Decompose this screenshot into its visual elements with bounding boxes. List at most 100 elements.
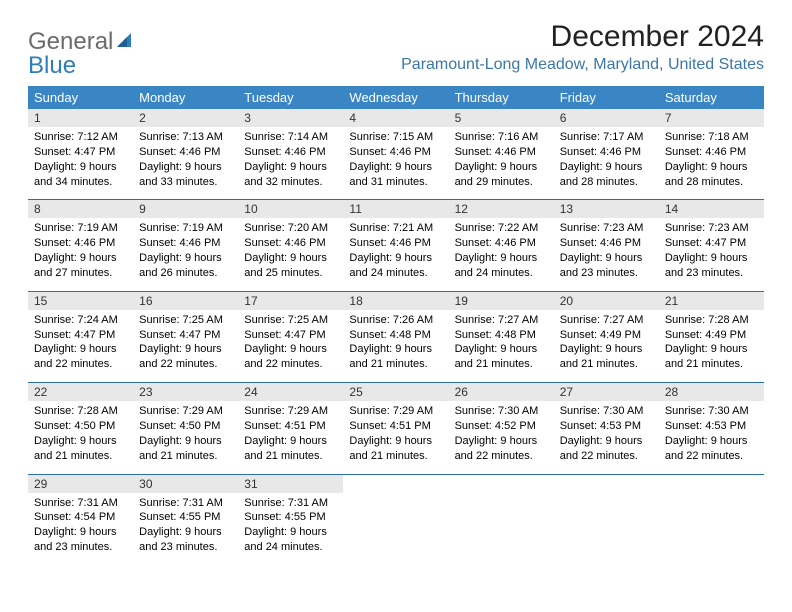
calendar-day-cell: 17Sunrise: 7:25 AMSunset: 4:47 PMDayligh… xyxy=(238,291,343,382)
daylight-text-1: Daylight: 9 hours xyxy=(455,342,548,357)
sunset-text: Sunset: 4:49 PM xyxy=(560,328,653,343)
sunset-text: Sunset: 4:46 PM xyxy=(349,145,442,160)
daylight-text-2: and 22 minutes. xyxy=(34,357,127,372)
day-number: 24 xyxy=(238,383,343,401)
day-detail: Sunrise: 7:21 AMSunset: 4:46 PMDaylight:… xyxy=(343,218,448,290)
calendar-day-cell: 11Sunrise: 7:21 AMSunset: 4:46 PMDayligh… xyxy=(343,200,448,291)
day-number: 15 xyxy=(28,292,133,310)
sunset-text: Sunset: 4:47 PM xyxy=(139,328,232,343)
sunrise-text: Sunrise: 7:19 AM xyxy=(139,221,232,236)
month-title: December 2024 xyxy=(401,20,764,54)
day-number: 11 xyxy=(343,200,448,218)
day-detail: Sunrise: 7:20 AMSunset: 4:46 PMDaylight:… xyxy=(238,218,343,290)
sunset-text: Sunset: 4:46 PM xyxy=(455,145,548,160)
calendar-day-cell: 1Sunrise: 7:12 AMSunset: 4:47 PMDaylight… xyxy=(28,109,133,200)
daylight-text-1: Daylight: 9 hours xyxy=(560,434,653,449)
calendar-day-cell: 18Sunrise: 7:26 AMSunset: 4:48 PMDayligh… xyxy=(343,291,448,382)
sunrise-text: Sunrise: 7:27 AM xyxy=(560,313,653,328)
sunrise-text: Sunrise: 7:21 AM xyxy=(349,221,442,236)
sunset-text: Sunset: 4:53 PM xyxy=(560,419,653,434)
day-detail: Sunrise: 7:28 AMSunset: 4:49 PMDaylight:… xyxy=(659,310,764,382)
day-number: 16 xyxy=(133,292,238,310)
sunrise-text: Sunrise: 7:15 AM xyxy=(349,130,442,145)
sunrise-text: Sunrise: 7:22 AM xyxy=(455,221,548,236)
daylight-text-1: Daylight: 9 hours xyxy=(665,160,758,175)
day-detail: Sunrise: 7:24 AMSunset: 4:47 PMDaylight:… xyxy=(28,310,133,382)
day-number: 23 xyxy=(133,383,238,401)
daylight-text-2: and 24 minutes. xyxy=(455,266,548,281)
sunrise-text: Sunrise: 7:29 AM xyxy=(139,404,232,419)
daylight-text-2: and 24 minutes. xyxy=(349,266,442,281)
day-detail: Sunrise: 7:14 AMSunset: 4:46 PMDaylight:… xyxy=(238,127,343,199)
daylight-text-2: and 23 minutes. xyxy=(139,540,232,555)
calendar-day-cell: 28Sunrise: 7:30 AMSunset: 4:53 PMDayligh… xyxy=(659,383,764,474)
sunset-text: Sunset: 4:46 PM xyxy=(349,236,442,251)
daylight-text-1: Daylight: 9 hours xyxy=(665,342,758,357)
calendar-day-cell: 6Sunrise: 7:17 AMSunset: 4:46 PMDaylight… xyxy=(554,109,659,200)
daylight-text-2: and 21 minutes. xyxy=(349,449,442,464)
daylight-text-2: and 22 minutes. xyxy=(455,449,548,464)
calendar-day-cell: 29Sunrise: 7:31 AMSunset: 4:54 PMDayligh… xyxy=(28,474,133,565)
day-detail: Sunrise: 7:31 AMSunset: 4:55 PMDaylight:… xyxy=(133,493,238,565)
daylight-text-2: and 22 minutes. xyxy=(560,449,653,464)
daylight-text-2: and 28 minutes. xyxy=(560,175,653,190)
calendar-day-cell: 9Sunrise: 7:19 AMSunset: 4:46 PMDaylight… xyxy=(133,200,238,291)
sunrise-text: Sunrise: 7:17 AM xyxy=(560,130,653,145)
day-number: 29 xyxy=(28,475,133,493)
day-detail: Sunrise: 7:13 AMSunset: 4:46 PMDaylight:… xyxy=(133,127,238,199)
calendar-day-cell: 8Sunrise: 7:19 AMSunset: 4:46 PMDaylight… xyxy=(28,200,133,291)
sunset-text: Sunset: 4:48 PM xyxy=(455,328,548,343)
calendar-week-row: 1Sunrise: 7:12 AMSunset: 4:47 PMDaylight… xyxy=(28,109,764,200)
day-detail: Sunrise: 7:29 AMSunset: 4:50 PMDaylight:… xyxy=(133,401,238,473)
sunset-text: Sunset: 4:46 PM xyxy=(244,236,337,251)
weekday-header: Sunday xyxy=(28,86,133,109)
daylight-text-1: Daylight: 9 hours xyxy=(139,434,232,449)
day-detail: Sunrise: 7:22 AMSunset: 4:46 PMDaylight:… xyxy=(449,218,554,290)
daylight-text-1: Daylight: 9 hours xyxy=(244,251,337,266)
daylight-text-1: Daylight: 9 hours xyxy=(349,251,442,266)
calendar-day-cell: 26Sunrise: 7:30 AMSunset: 4:52 PMDayligh… xyxy=(449,383,554,474)
daylight-text-1: Daylight: 9 hours xyxy=(665,434,758,449)
daylight-text-2: and 21 minutes. xyxy=(139,449,232,464)
sunset-text: Sunset: 4:49 PM xyxy=(665,328,758,343)
weekday-header: Friday xyxy=(554,86,659,109)
day-detail: Sunrise: 7:16 AMSunset: 4:46 PMDaylight:… xyxy=(449,127,554,199)
sunrise-text: Sunrise: 7:16 AM xyxy=(455,130,548,145)
daylight-text-1: Daylight: 9 hours xyxy=(34,342,127,357)
daylight-text-2: and 31 minutes. xyxy=(349,175,442,190)
daylight-text-1: Daylight: 9 hours xyxy=(349,434,442,449)
sunset-text: Sunset: 4:51 PM xyxy=(349,419,442,434)
day-number: 21 xyxy=(659,292,764,310)
sunrise-text: Sunrise: 7:18 AM xyxy=(665,130,758,145)
sunrise-text: Sunrise: 7:31 AM xyxy=(244,496,337,511)
daylight-text-2: and 22 minutes. xyxy=(139,357,232,372)
sunrise-text: Sunrise: 7:20 AM xyxy=(244,221,337,236)
day-number: 10 xyxy=(238,200,343,218)
daylight-text-1: Daylight: 9 hours xyxy=(665,251,758,266)
sunrise-text: Sunrise: 7:12 AM xyxy=(34,130,127,145)
calendar-day-cell: 25Sunrise: 7:29 AMSunset: 4:51 PMDayligh… xyxy=(343,383,448,474)
daylight-text-1: Daylight: 9 hours xyxy=(244,160,337,175)
day-number: 25 xyxy=(343,383,448,401)
daylight-text-1: Daylight: 9 hours xyxy=(455,160,548,175)
calendar-day-cell: 14Sunrise: 7:23 AMSunset: 4:47 PMDayligh… xyxy=(659,200,764,291)
day-detail: Sunrise: 7:31 AMSunset: 4:54 PMDaylight:… xyxy=(28,493,133,565)
day-detail: Sunrise: 7:29 AMSunset: 4:51 PMDaylight:… xyxy=(238,401,343,473)
day-detail: Sunrise: 7:30 AMSunset: 4:53 PMDaylight:… xyxy=(554,401,659,473)
sunset-text: Sunset: 4:55 PM xyxy=(139,510,232,525)
calendar-day-cell: 12Sunrise: 7:22 AMSunset: 4:46 PMDayligh… xyxy=(449,200,554,291)
weekday-header: Thursday xyxy=(449,86,554,109)
calendar-week-row: 8Sunrise: 7:19 AMSunset: 4:46 PMDaylight… xyxy=(28,200,764,291)
sunrise-text: Sunrise: 7:25 AM xyxy=(244,313,337,328)
day-number: 20 xyxy=(554,292,659,310)
day-number: 12 xyxy=(449,200,554,218)
sunrise-text: Sunrise: 7:29 AM xyxy=(244,404,337,419)
day-number: 1 xyxy=(28,109,133,127)
daylight-text-1: Daylight: 9 hours xyxy=(349,342,442,357)
day-number: 31 xyxy=(238,475,343,493)
sunrise-text: Sunrise: 7:30 AM xyxy=(455,404,548,419)
sunrise-text: Sunrise: 7:24 AM xyxy=(34,313,127,328)
calendar-day-cell: 24Sunrise: 7:29 AMSunset: 4:51 PMDayligh… xyxy=(238,383,343,474)
day-detail: Sunrise: 7:15 AMSunset: 4:46 PMDaylight:… xyxy=(343,127,448,199)
daylight-text-2: and 23 minutes. xyxy=(560,266,653,281)
